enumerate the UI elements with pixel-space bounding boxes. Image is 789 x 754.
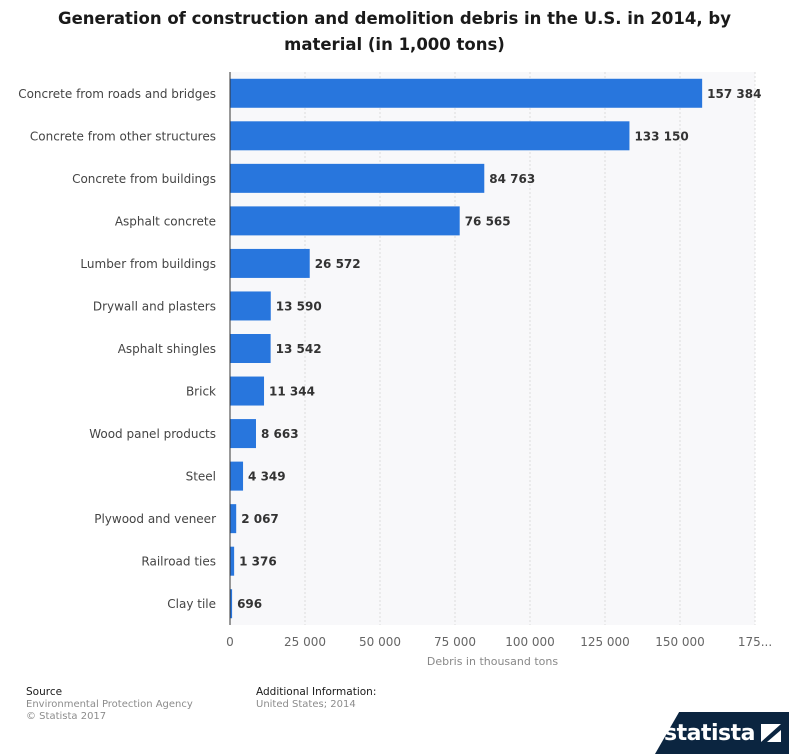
- value-label: 26 572: [315, 257, 361, 271]
- bar[interactable]: [230, 376, 265, 406]
- bars: [230, 78, 703, 619]
- value-label: 1 376: [239, 555, 277, 569]
- bar[interactable]: [230, 248, 310, 278]
- x-tick-labels: 0 25 000 50 000 75 000 100 000 125 000 150 000…: [226, 635, 772, 649]
- bar[interactable]: [230, 589, 233, 619]
- value-label: 157 384: [707, 87, 761, 101]
- source-heading: Source: [26, 686, 63, 698]
- bar[interactable]: [230, 461, 244, 491]
- value-label: 133 150: [634, 129, 688, 143]
- x-tick-label: 25 000: [284, 635, 326, 649]
- category-label: Concrete from buildings: [72, 172, 216, 186]
- bar[interactable]: [230, 121, 630, 151]
- value-label: 13 590: [276, 299, 322, 313]
- bar[interactable]: [230, 206, 460, 236]
- category-label: Plywood and veneer: [94, 512, 216, 526]
- category-label: Lumber from buildings: [80, 257, 216, 271]
- x-tick-label: 75 000: [434, 635, 476, 649]
- source-org[interactable]: Environmental Protection Agency: [26, 698, 193, 710]
- value-label: 8 663: [261, 427, 299, 441]
- value-label: 11 344: [269, 385, 315, 399]
- bar[interactable]: [230, 291, 271, 321]
- x-tick-label: 175...: [738, 635, 772, 649]
- bar[interactable]: [230, 163, 485, 193]
- x-tick-label: 0: [226, 635, 234, 649]
- bar[interactable]: [230, 334, 271, 363]
- additional-info-text: United States; 2014: [256, 698, 356, 710]
- category-label: Steel: [186, 470, 216, 484]
- value-label: 13 542: [276, 342, 322, 356]
- bar[interactable]: [230, 78, 703, 108]
- category-label: Wood panel products: [89, 427, 216, 441]
- additional-info-block: Additional Information: United States; 2…: [256, 686, 376, 711]
- bar[interactable]: [230, 504, 237, 534]
- value-label: 76 565: [465, 214, 511, 228]
- value-label: 4 349: [248, 470, 286, 484]
- statista-logo[interactable]: statista: [664, 721, 755, 746]
- chart-title: Generation of construction and demolitio…: [58, 9, 731, 54]
- statista-logo-icon: [761, 724, 781, 742]
- x-axis-title: Debris in thousand tons: [427, 655, 558, 668]
- category-label: Concrete from other structures: [30, 129, 216, 143]
- value-label: 2 067: [241, 512, 279, 526]
- x-tick-label: 50 000: [359, 635, 401, 649]
- copyright: © Statista 2017: [26, 711, 107, 722]
- category-labels: Concrete from roads and bridges Concrete …: [18, 87, 216, 611]
- bar-chart: Concrete from roads and bridges Concrete …: [18, 72, 772, 668]
- category-label: Railroad ties: [141, 555, 216, 569]
- value-label: 696: [237, 597, 262, 611]
- x-tick-label: 150 000: [655, 635, 705, 649]
- bar[interactable]: [230, 419, 256, 449]
- x-tick-label: 125 000: [580, 635, 630, 649]
- category-label: Asphalt shingles: [118, 342, 216, 356]
- category-label: Drywall and plasters: [93, 299, 216, 313]
- category-label: Brick: [186, 385, 216, 399]
- value-label: 84 763: [489, 172, 535, 186]
- value-labels: 157 384 133 150 84 763 76 565 26 572 13 590 13…: [237, 87, 761, 611]
- source-block: Source Environmental Protection Agency ©…: [26, 686, 193, 724]
- category-label: Asphalt concrete: [115, 214, 216, 228]
- category-label: Clay tile: [167, 597, 216, 611]
- x-tick-label: 100 000: [505, 635, 555, 649]
- bar[interactable]: [230, 546, 235, 576]
- category-label: Concrete from roads and bridges: [18, 87, 216, 101]
- additional-info-heading: Additional Information:: [256, 686, 377, 698]
